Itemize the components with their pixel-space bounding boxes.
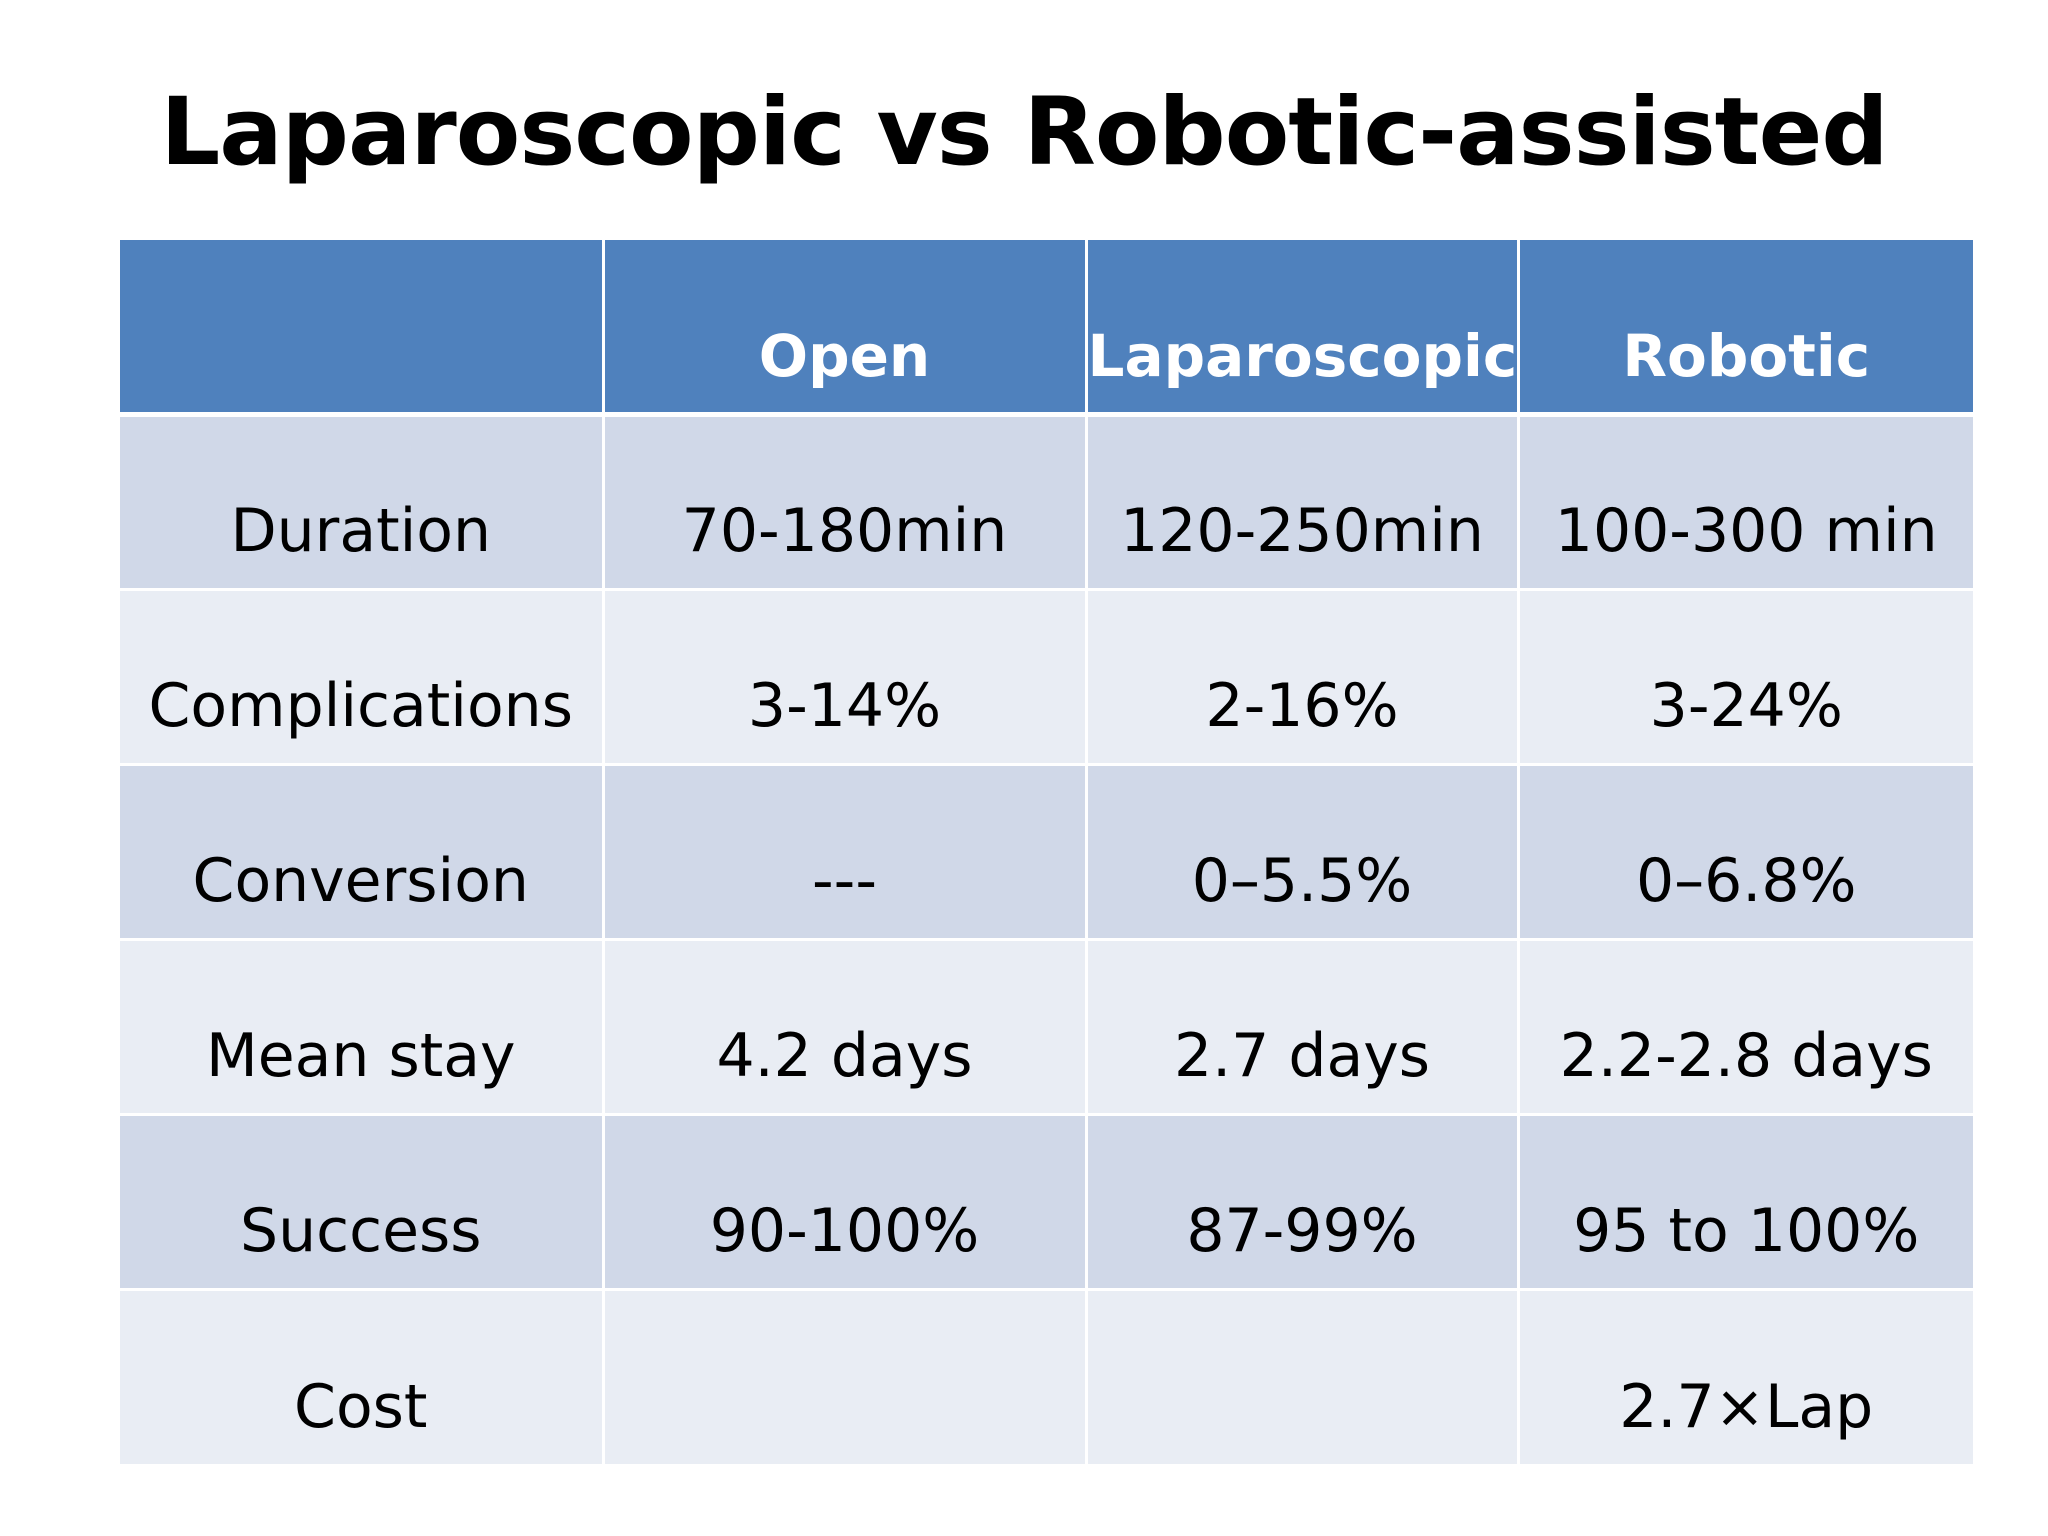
table-cell: 120-250min — [1084, 412, 1520, 591]
table-cell: 100-300 min — [1516, 412, 1973, 591]
table-cell: 2.7 days — [1084, 937, 1520, 1116]
comparison-table: Open Laparoscopic Robotic Duration 70-18… — [120, 240, 1973, 1464]
table-row: Mean stay 4.2 days 2.7 days 2.2-2.8 days — [120, 937, 1973, 1116]
row-label: Mean stay — [120, 937, 605, 1116]
table-row: Duration 70-180min 120-250min 100-300 mi… — [120, 412, 1973, 591]
table-cell: 4.2 days — [601, 937, 1088, 1116]
slide-title: Laparoscopic vs Robotic-assisted — [160, 78, 1888, 187]
table-row: Success 90-100% 87-99% 95 to 100% — [120, 1112, 1973, 1291]
table-cell: --- — [601, 762, 1088, 941]
row-label: Cost — [120, 1287, 605, 1464]
row-label: Conversion — [120, 762, 605, 941]
table-cell: 90-100% — [601, 1112, 1088, 1291]
table-cell: 87-99% — [1084, 1112, 1520, 1291]
row-label: Success — [120, 1112, 605, 1291]
header-cell-laparoscopic: Laparoscopic — [1084, 240, 1520, 417]
row-label: Complications — [120, 587, 605, 766]
table-cell: 95 to 100% — [1516, 1112, 1973, 1291]
header-cell-blank — [120, 240, 605, 417]
table-row: Conversion --- 0–5.5% 0–6.8% — [120, 762, 1973, 941]
table-row: Complications 3-14% 2-16% 3-24% — [120, 587, 1973, 766]
table-cell: 70-180min — [601, 412, 1088, 591]
table-row: Cost 2.7×Lap — [120, 1287, 1973, 1464]
header-cell-robotic: Robotic — [1516, 240, 1973, 417]
table-header-row: Open Laparoscopic Robotic — [120, 240, 1973, 417]
table-cell: 2.7×Lap — [1516, 1287, 1973, 1464]
table-cell — [601, 1287, 1088, 1464]
header-cell-open: Open — [601, 240, 1088, 417]
table-cell: 0–6.8% — [1516, 762, 1973, 941]
table-cell: 3-14% — [601, 587, 1088, 766]
table-cell: 0–5.5% — [1084, 762, 1520, 941]
table-cell: 2-16% — [1084, 587, 1520, 766]
table-cell: 2.2-2.8 days — [1516, 937, 1973, 1116]
table-cell — [1084, 1287, 1520, 1464]
table-cell: 3-24% — [1516, 587, 1973, 766]
row-label: Duration — [120, 412, 605, 591]
